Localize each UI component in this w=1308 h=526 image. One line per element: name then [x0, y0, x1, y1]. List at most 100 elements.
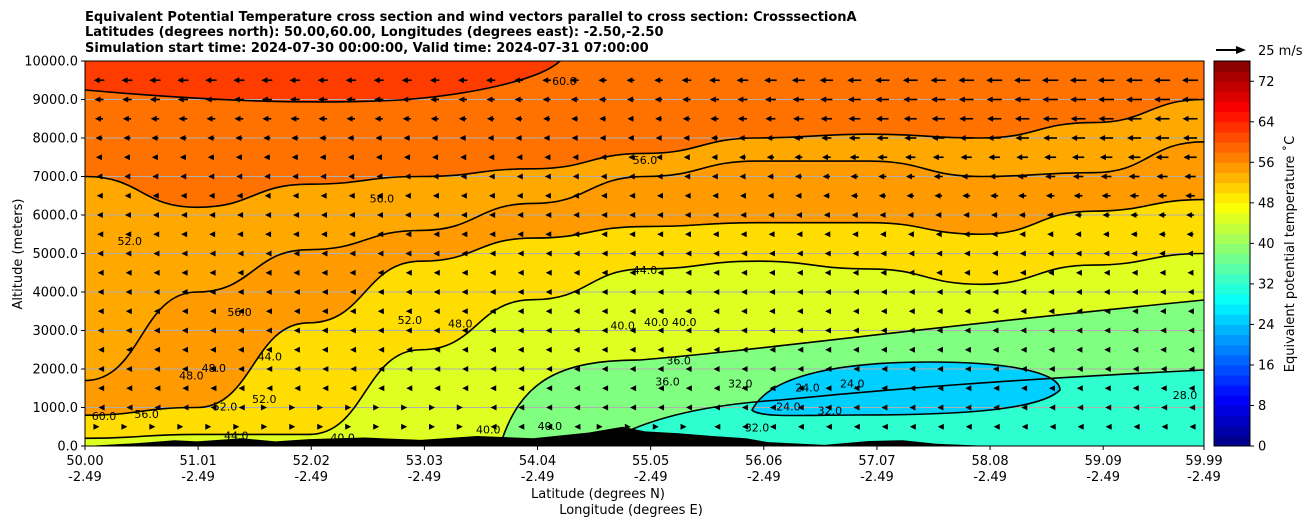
wind-vector-head: [374, 115, 381, 122]
wind-vector-head: [713, 289, 720, 295]
wind-vector-head: [458, 96, 465, 103]
wind-vector-head: [206, 115, 213, 122]
wind-vector-head: [573, 346, 580, 353]
wind-vector-head: [991, 231, 998, 238]
wind-vector-head: [515, 115, 522, 122]
wind-vector-head: [237, 250, 244, 257]
colorbar-segment: [1214, 131, 1250, 143]
wind-vector-head: [629, 327, 636, 334]
wind-vector-head: [1046, 212, 1053, 218]
wind-vector-head: [489, 250, 496, 257]
wind-vector-head: [654, 77, 661, 84]
wind-vector-head: [1159, 269, 1166, 276]
wind-vector-head: [1132, 327, 1139, 334]
wind-vector-head: [797, 308, 804, 315]
wind-vector-head: [264, 192, 271, 199]
wind-vector-head: [1020, 289, 1027, 295]
wind-vector-head: [797, 327, 804, 334]
wind-vector-head: [683, 135, 690, 141]
wind-vector-head: [685, 250, 692, 257]
wind-vector-head: [460, 173, 467, 180]
wind-vector-head: [97, 250, 104, 257]
wind-vector-head: [405, 269, 412, 276]
wind-vector-head: [542, 77, 549, 84]
y-axis: 0.0 1000.0 2000.0 3000.0 4000.0 5000.0 6000.0 7…: [24, 55, 85, 455]
wind-vector-head: [237, 327, 244, 334]
wind-vector-head: [713, 404, 720, 411]
wind-vector-head: [1072, 173, 1079, 180]
wind-vector-head: [1098, 115, 1105, 122]
colorbar-ticks: 0 8 16 24 32 40 48 56 64 72: [1250, 75, 1275, 455]
wind-vector-head: [1132, 385, 1139, 392]
wind-vector-head: [97, 289, 104, 295]
wind-vector-head: [820, 96, 827, 103]
wind-vector-head: [908, 289, 915, 295]
wind-vector-head: [824, 250, 831, 257]
contour-label: 52.0: [252, 393, 277, 406]
wind-vector-head: [209, 250, 216, 257]
wind-vectors: [93, 77, 1198, 430]
wind-vector-head: [1075, 231, 1082, 238]
contour-label: 24.0: [795, 381, 820, 394]
wind-vector-head: [709, 96, 716, 103]
wind-vector-head: [1100, 173, 1107, 180]
wind-vector-head: [573, 212, 580, 218]
wind-vector-head: [182, 366, 189, 372]
wind-vector-head: [488, 173, 495, 180]
wind-vector-head: [1072, 154, 1079, 161]
wind-vector-head: [98, 385, 105, 392]
colorbar-segment: [1214, 101, 1250, 113]
wind-vector-head: [518, 423, 525, 430]
colorbar-segment: [1214, 162, 1250, 173]
contour-label: 60.0: [552, 75, 577, 88]
title-line-3: Simulation start time: 2024-07-30 00:00:…: [85, 41, 649, 56]
wind-vector-head: [905, 154, 912, 161]
wind-vector-head: [1105, 404, 1112, 411]
x-tick-label-lon: -2.49: [68, 470, 102, 485]
wind-vector-head: [289, 96, 296, 103]
wind-vector-head: [657, 212, 664, 218]
wind-vector-head: [432, 154, 439, 161]
wind-vector-head: [1045, 192, 1052, 199]
x-tick-label-lat: 51.01: [180, 454, 217, 469]
contour-line: [751, 361, 1061, 417]
wind-vector-head: [209, 269, 216, 276]
wind-vector-head: [1076, 308, 1083, 315]
wind-vector-head: [1077, 404, 1084, 411]
wind-vector-head: [293, 212, 300, 218]
wind-vector-head: [347, 154, 354, 161]
wind-vector-head: [1019, 269, 1026, 276]
wind-vector-head: [154, 385, 161, 392]
wind-vector-head: [908, 250, 915, 257]
wind-vector-head: [908, 346, 915, 353]
contour-line: [499, 299, 1204, 446]
x-tick-label-lon: -2.49: [408, 470, 442, 485]
wind-vector-head: [154, 366, 161, 372]
wind-vector-head: [964, 366, 971, 372]
wind-vector-head: [153, 231, 160, 238]
wind-vector-head: [993, 385, 1000, 392]
wind-vector-head: [261, 96, 268, 103]
contour-label: 44.0: [633, 264, 658, 277]
contour-label: 40.0: [672, 316, 697, 329]
wind-vector-head: [657, 289, 664, 295]
wind-vector-head: [349, 308, 356, 315]
wind-vector-head: [685, 289, 692, 295]
wind-vector-head: [376, 173, 383, 180]
wind-vector-head: [265, 250, 272, 257]
x-axis: 50.00-2.4951.01-2.4952.02-2.4953.03-2.49…: [66, 446, 1223, 485]
wind-vector-head: [404, 154, 411, 161]
wind-vector-head: [657, 192, 664, 199]
wind-vector-head: [265, 231, 272, 238]
wind-vector-head: [574, 385, 581, 392]
wind-vector-head: [238, 385, 245, 392]
wind-vector-head: [768, 231, 775, 238]
wind-vector-head: [126, 346, 133, 353]
wind-vector-head: [847, 77, 854, 84]
wind-vector-head: [936, 250, 943, 257]
wind-vector-head: [209, 212, 216, 218]
wind-vector-head: [374, 96, 381, 103]
wind-vector-head: [992, 289, 999, 295]
wind-vector-head: [208, 173, 215, 180]
wind-vector-head: [849, 154, 856, 161]
